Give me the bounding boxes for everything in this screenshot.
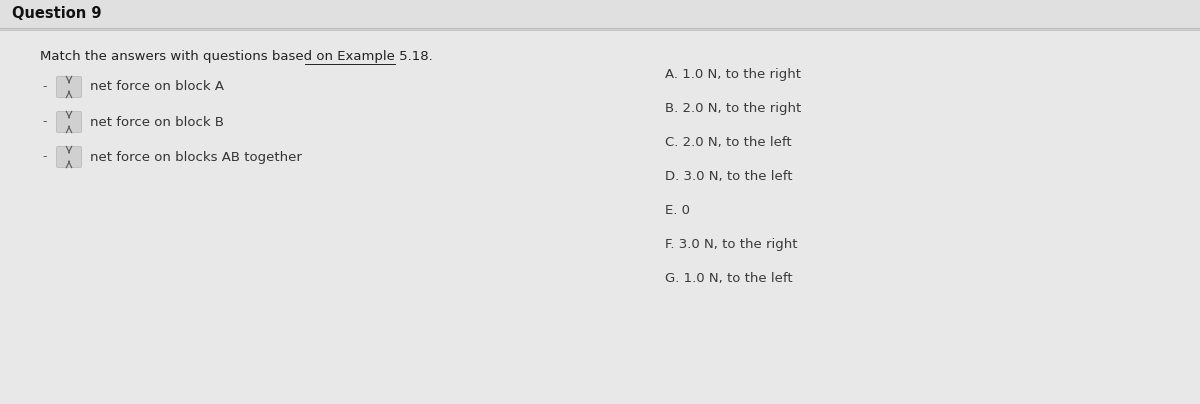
Text: A. 1.0 N, to the right: A. 1.0 N, to the right: [665, 68, 802, 81]
Text: net force on block B: net force on block B: [90, 116, 224, 128]
Text: B. 2.0 N, to the right: B. 2.0 N, to the right: [665, 102, 802, 115]
Text: net force on block A: net force on block A: [90, 80, 224, 93]
Text: F. 3.0 N, to the right: F. 3.0 N, to the right: [665, 238, 798, 251]
Text: -: -: [43, 80, 47, 93]
Text: Match the answers with questions based on Example 5.18.: Match the answers with questions based o…: [40, 50, 433, 63]
Text: E. 0: E. 0: [665, 204, 690, 217]
FancyBboxPatch shape: [56, 147, 82, 168]
Text: G. 1.0 N, to the left: G. 1.0 N, to the left: [665, 272, 793, 285]
Text: -: -: [43, 151, 47, 164]
Text: Question 9: Question 9: [12, 6, 102, 21]
Text: -: -: [43, 116, 47, 128]
Text: D. 3.0 N, to the left: D. 3.0 N, to the left: [665, 170, 792, 183]
FancyBboxPatch shape: [56, 112, 82, 133]
Text: C. 2.0 N, to the left: C. 2.0 N, to the left: [665, 136, 792, 149]
FancyBboxPatch shape: [56, 76, 82, 97]
Text: net force on blocks AB together: net force on blocks AB together: [90, 151, 302, 164]
FancyBboxPatch shape: [0, 0, 1200, 28]
FancyBboxPatch shape: [0, 30, 1200, 404]
